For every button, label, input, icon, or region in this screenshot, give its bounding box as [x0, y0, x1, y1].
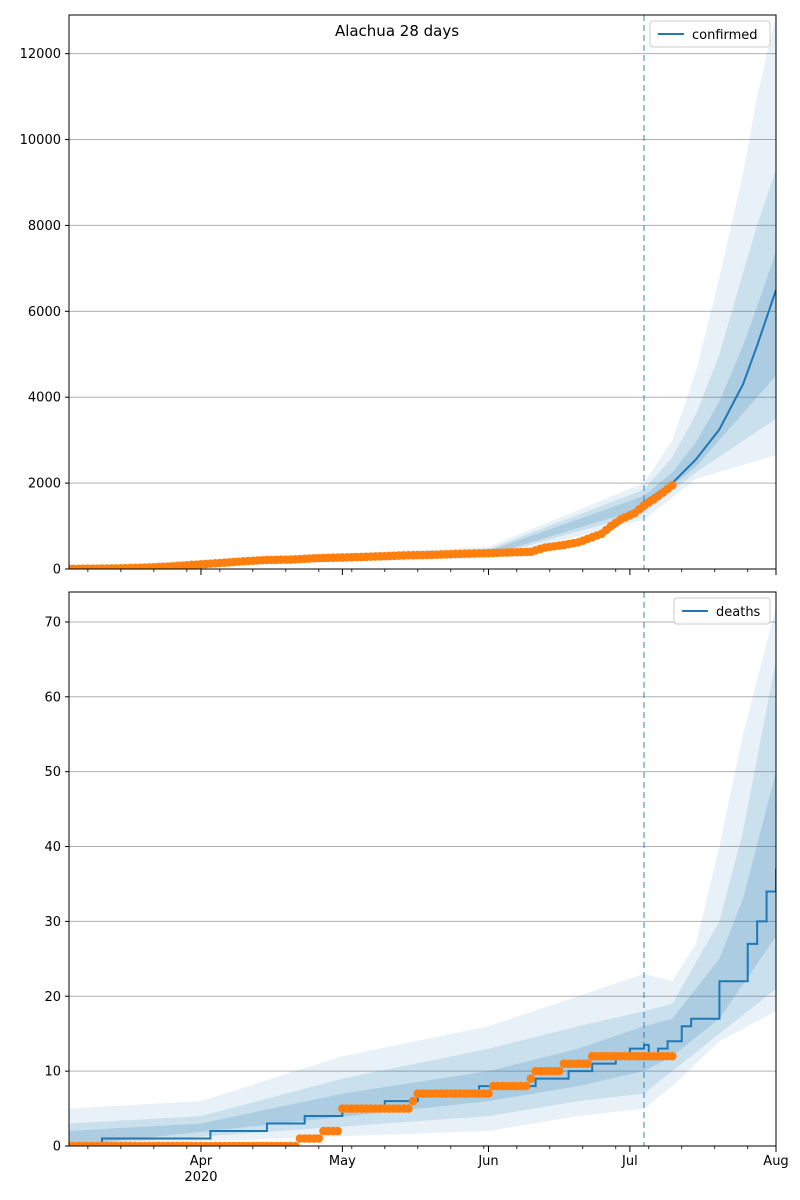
uncertainty-band-inner [69, 251, 776, 569]
y-tick-label: 60 [44, 690, 61, 705]
observed-point [314, 1134, 324, 1143]
y-tick-label: 40 [44, 840, 61, 855]
observed-point [333, 1126, 342, 1136]
legend-label: confirmed [692, 28, 758, 43]
figure-title: Alachua 28 days [335, 22, 459, 40]
observed-point [408, 1096, 418, 1106]
y-tick-label: 4000 [28, 391, 61, 406]
y-tick-label: 20 [44, 990, 61, 1005]
axes-frame [68, 14, 777, 570]
uncertainty-band-middle [69, 169, 776, 569]
y-tick-label: 6000 [28, 305, 61, 320]
confirmed-panel: 0 2000 4000 6000 8000 10000 12000 confirmed [20, 14, 777, 578]
x-tick-label: Jul [621, 1154, 638, 1169]
legend: confirmed [649, 20, 771, 48]
y-tick-label: 10000 [20, 133, 61, 148]
x-tick-label: May [329, 1154, 356, 1169]
legend-box [649, 20, 771, 48]
legend-box [673, 597, 771, 625]
legend-label: deaths [716, 605, 761, 620]
series-line-confirmed [69, 289, 776, 569]
uncertainty-band-middle [69, 659, 776, 1146]
observed-point [521, 1081, 531, 1091]
y-tick-label: 10 [44, 1065, 61, 1080]
x-tick-label: Apr [190, 1154, 213, 1169]
legend: deaths [673, 597, 771, 625]
uncertainty-band-outer [69, 607, 776, 1146]
observed-point [668, 1051, 677, 1061]
observed-point [583, 1059, 592, 1068]
uncertainty-band-inner [69, 771, 776, 1146]
observed-point [668, 480, 677, 490]
observed-point [484, 1089, 493, 1098]
x-tick-label: Aug [763, 1154, 788, 1169]
y-tick-label: 30 [44, 915, 61, 930]
x-tick-sublabel: 2020 [184, 1170, 217, 1185]
y-tick-label: 2000 [28, 477, 61, 492]
observed-point [404, 1104, 413, 1113]
plot-area [69, 592, 776, 1146]
x-tick-label: Jun [477, 1154, 498, 1169]
y-tick-label: 70 [44, 615, 61, 630]
plot-area [69, 15, 776, 569]
observed-point [290, 1141, 300, 1146]
y-tick-label: 0 [53, 1140, 61, 1155]
y-tick-label: 12000 [20, 47, 61, 62]
observed-point [554, 1066, 564, 1076]
y-tick-label: 8000 [28, 219, 61, 234]
y-tick-label: 0 [53, 563, 61, 578]
observed-point [526, 1074, 536, 1083]
y-tick-label: 50 [44, 765, 61, 780]
axes-frame [68, 591, 777, 1147]
